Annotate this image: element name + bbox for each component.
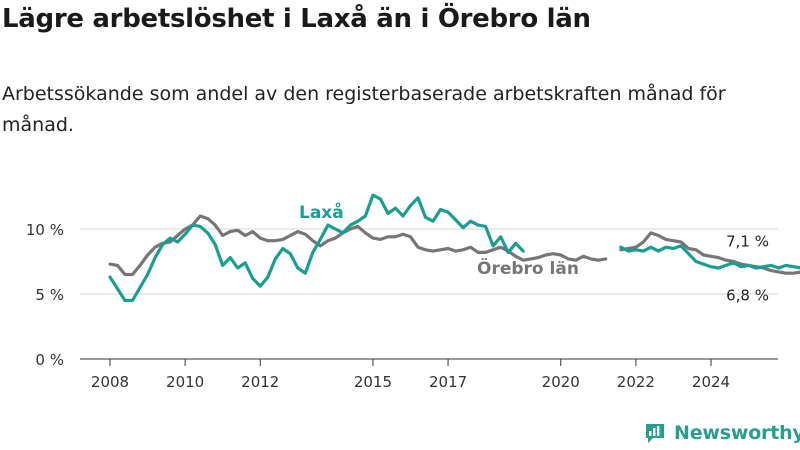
series-end-value-label: 6,8 % — [726, 287, 769, 305]
series-line — [619, 244, 800, 270]
series-line — [108, 193, 525, 303]
x-tick-label: 2017 — [429, 373, 467, 391]
series-name-label: Örebro län — [477, 257, 579, 279]
x-tick-label: 2012 — [241, 373, 279, 391]
x-tick-label: 2020 — [542, 373, 580, 391]
x-tick-label: 2015 — [354, 373, 392, 391]
brand-name: Newsworthy — [674, 422, 800, 444]
series-name-label: Laxå — [299, 201, 344, 223]
series-orebro-lan — [108, 214, 800, 277]
y-tick-label: 0 % — [35, 351, 64, 369]
series-laxa — [108, 193, 800, 303]
chart-title: Lägre arbetslöshet i Laxå än i Örebro lä… — [2, 4, 591, 34]
x-tick-label: 2010 — [166, 373, 204, 391]
x-tick-label: 2022 — [617, 373, 655, 391]
y-tick-label: 5 % — [35, 286, 64, 304]
series-line — [619, 231, 800, 275]
x-tick-label: 2008 — [91, 373, 129, 391]
series-end-value-label: 7,1 % — [726, 233, 769, 251]
newsworthy-logo-icon — [646, 424, 664, 443]
chart-subtitle: Arbetssökande som andel av den registerb… — [2, 83, 726, 136]
y-tick-label: 10 % — [26, 221, 64, 239]
brand-logo[interactable]: Newsworthy — [644, 420, 800, 446]
x-tick-label: 2024 — [692, 373, 730, 391]
